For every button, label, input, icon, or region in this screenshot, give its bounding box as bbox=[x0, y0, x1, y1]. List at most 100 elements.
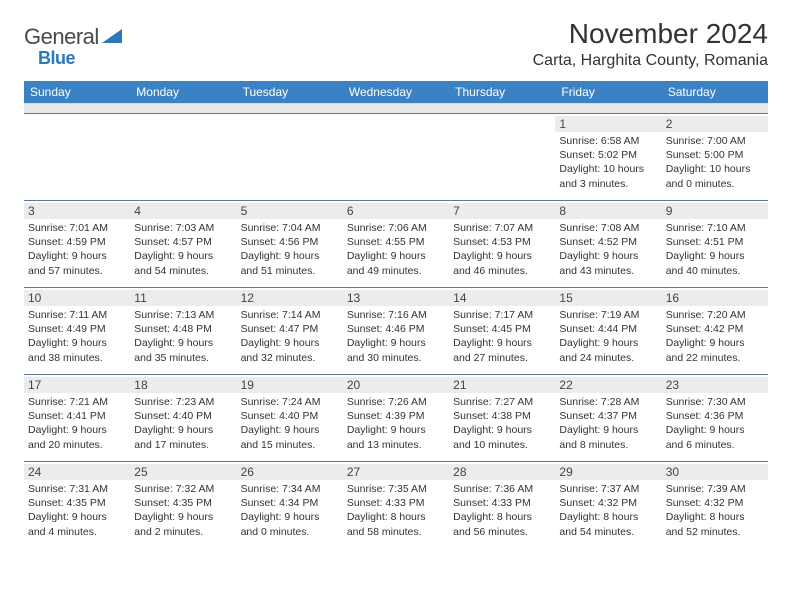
daylight-text: Daylight: 8 hours and 56 minutes. bbox=[453, 510, 551, 538]
sunset-text: Sunset: 4:53 PM bbox=[453, 235, 551, 249]
daylight-text: Daylight: 9 hours and 4 minutes. bbox=[28, 510, 126, 538]
week-row: 24Sunrise: 7:31 AMSunset: 4:35 PMDayligh… bbox=[24, 461, 768, 548]
sunrise-text: Sunrise: 7:32 AM bbox=[134, 482, 232, 496]
daylight-text: Daylight: 10 hours and 3 minutes. bbox=[559, 162, 657, 190]
sunset-text: Sunset: 4:34 PM bbox=[241, 496, 339, 510]
daylight-text: Daylight: 9 hours and 51 minutes. bbox=[241, 249, 339, 277]
day-cell: 21 Sunrise: 7:27 AMSunset: 4:38 PMDayligh… bbox=[449, 375, 555, 461]
logo-triangle-icon bbox=[102, 27, 122, 48]
sunset-text: Sunset: 4:45 PM bbox=[453, 322, 551, 336]
day-cell: 26Sunrise: 7:34 AMSunset: 4:34 PMDayligh… bbox=[237, 462, 343, 548]
day-number: 14 bbox=[449, 290, 555, 306]
day-info: Sunrise: 7:08 AMSunset: 4:52 PMDaylight:… bbox=[559, 221, 657, 278]
day-cell: 6Sunrise: 7:06 AMSunset: 4:55 PMDaylight… bbox=[343, 201, 449, 287]
day-info: Sunrise: 7:21 AMSunset: 4:41 PMDaylight:… bbox=[28, 395, 126, 452]
day-cell: 30 Sunrise: 7:39 AMSunset: 4:32 PMDayligh… bbox=[662, 462, 768, 548]
day-info: Sunrise: 7:01 AMSunset: 4:59 PMDaylight:… bbox=[28, 221, 126, 278]
daylight-text: Daylight: 9 hours and 8 minutes. bbox=[559, 423, 657, 451]
logo-text-gray: General bbox=[24, 24, 99, 50]
day-cell: 7Sunrise: 7:07 AMSunset: 4:53 PMDaylight… bbox=[449, 201, 555, 287]
daylight-text: Daylight: 10 hours and 0 minutes. bbox=[666, 162, 764, 190]
day-number: 29 bbox=[555, 464, 661, 480]
day-number: 20 bbox=[343, 377, 449, 393]
sunrise-text: Sunrise: 7:26 AM bbox=[347, 395, 445, 409]
day-cell: 25 Sunrise: 7:32 AMSunset: 4:35 PMDayligh… bbox=[130, 462, 236, 548]
sunrise-text: Sunrise: 7:16 AM bbox=[347, 308, 445, 322]
daylight-text: Daylight: 9 hours and 13 minutes. bbox=[347, 423, 445, 451]
day-cell: 11Sunrise: 7:13 AMSunset: 4:48 PMDayligh… bbox=[130, 288, 236, 374]
day-number: 23 bbox=[662, 377, 768, 393]
day-info: Sunrise: 7:35 AMSunset: 4:33 PMDaylight:… bbox=[347, 482, 445, 539]
day-number: 9 bbox=[662, 203, 768, 219]
daylight-text: Daylight: 9 hours and 27 minutes. bbox=[453, 336, 551, 364]
title-block: November 2024 Carta, Harghita County, Ro… bbox=[533, 18, 768, 70]
sunrise-text: Sunrise: 7:21 AM bbox=[28, 395, 126, 409]
daylight-text: Daylight: 9 hours and 32 minutes. bbox=[241, 336, 339, 364]
day-number: 30 bbox=[662, 464, 768, 480]
daylight-text: Daylight: 9 hours and 54 minutes. bbox=[134, 249, 232, 277]
day-info: Sunrise: 7:19 AMSunset: 4:44 PMDaylight:… bbox=[559, 308, 657, 365]
sunset-text: Sunset: 4:57 PM bbox=[134, 235, 232, 249]
sunrise-text: Sunrise: 7:07 AM bbox=[453, 221, 551, 235]
day-number: 13 bbox=[343, 290, 449, 306]
day-info: Sunrise: 7:36 AMSunset: 4:33 PMDaylight:… bbox=[453, 482, 551, 539]
day-info: Sunrise: 7:26 AMSunset: 4:39 PMDaylight:… bbox=[347, 395, 445, 452]
day-number: 10 bbox=[24, 290, 130, 306]
day-cell: . bbox=[449, 114, 555, 200]
day-info: Sunrise: 7:34 AMSunset: 4:34 PMDaylight:… bbox=[241, 482, 339, 539]
sunrise-text: Sunrise: 7:17 AM bbox=[453, 308, 551, 322]
sunset-text: Sunset: 4:51 PM bbox=[666, 235, 764, 249]
sunrise-text: Sunrise: 7:31 AM bbox=[28, 482, 126, 496]
sunset-text: Sunset: 4:46 PM bbox=[347, 322, 445, 336]
day-cell: 1Sunrise: 6:58 AMSunset: 5:02 PMDaylight… bbox=[555, 114, 661, 200]
week-row: 10Sunrise: 7:11 AMSunset: 4:49 PMDayligh… bbox=[24, 287, 768, 374]
day-cell: 10Sunrise: 7:11 AMSunset: 4:49 PMDayligh… bbox=[24, 288, 130, 374]
day-cell: 2Sunrise: 7:00 AMSunset: 5:00 PMDaylight… bbox=[662, 114, 768, 200]
sunset-text: Sunset: 4:33 PM bbox=[347, 496, 445, 510]
weekday-header: Saturday bbox=[662, 81, 768, 103]
sunset-text: Sunset: 4:41 PM bbox=[28, 409, 126, 423]
weekday-header: Thursday bbox=[449, 81, 555, 103]
day-info: Sunrise: 7:32 AMSunset: 4:35 PMDaylight:… bbox=[134, 482, 232, 539]
day-cell: 20 Sunrise: 7:26 AMSunset: 4:39 PMDayligh… bbox=[343, 375, 449, 461]
sunset-text: Sunset: 4:33 PM bbox=[453, 496, 551, 510]
sunset-text: Sunset: 4:56 PM bbox=[241, 235, 339, 249]
day-number: 18 bbox=[130, 377, 236, 393]
day-cell: 29 Sunrise: 7:37 AMSunset: 4:32 PMDayligh… bbox=[555, 462, 661, 548]
weekday-header-row: Sunday Monday Tuesday Wednesday Thursday… bbox=[24, 81, 768, 103]
daylight-text: Daylight: 9 hours and 43 minutes. bbox=[559, 249, 657, 277]
day-info: Sunrise: 7:37 AMSunset: 4:32 PMDaylight:… bbox=[559, 482, 657, 539]
day-info: Sunrise: 7:20 AMSunset: 4:42 PMDaylight:… bbox=[666, 308, 764, 365]
day-info: Sunrise: 6:58 AMSunset: 5:02 PMDaylight:… bbox=[559, 134, 657, 191]
day-info: Sunrise: 7:27 AMSunset: 4:38 PMDaylight:… bbox=[453, 395, 551, 452]
sunset-text: Sunset: 4:39 PM bbox=[347, 409, 445, 423]
sunset-text: Sunset: 4:32 PM bbox=[666, 496, 764, 510]
day-number: 27 bbox=[343, 464, 449, 480]
week-row: 3Sunrise: 7:01 AMSunset: 4:59 PMDaylight… bbox=[24, 200, 768, 287]
daylight-text: Daylight: 9 hours and 57 minutes. bbox=[28, 249, 126, 277]
day-info: Sunrise: 7:24 AMSunset: 4:40 PMDaylight:… bbox=[241, 395, 339, 452]
day-number: 25 bbox=[130, 464, 236, 480]
day-number: 8 bbox=[555, 203, 661, 219]
sunrise-text: Sunrise: 7:37 AM bbox=[559, 482, 657, 496]
day-info: Sunrise: 7:39 AMSunset: 4:32 PMDaylight:… bbox=[666, 482, 764, 539]
daylight-text: Daylight: 9 hours and 2 minutes. bbox=[134, 510, 232, 538]
daylight-text: Daylight: 9 hours and 35 minutes. bbox=[134, 336, 232, 364]
daylight-text: Daylight: 8 hours and 58 minutes. bbox=[347, 510, 445, 538]
sunset-text: Sunset: 4:35 PM bbox=[134, 496, 232, 510]
sunrise-text: Sunrise: 7:23 AM bbox=[134, 395, 232, 409]
day-number: 21 bbox=[449, 377, 555, 393]
day-cell: . bbox=[343, 114, 449, 200]
day-cell: 13Sunrise: 7:16 AMSunset: 4:46 PMDayligh… bbox=[343, 288, 449, 374]
sunrise-text: Sunrise: 6:58 AM bbox=[559, 134, 657, 148]
sunrise-text: Sunrise: 7:13 AM bbox=[134, 308, 232, 322]
day-info: Sunrise: 7:14 AMSunset: 4:47 PMDaylight:… bbox=[241, 308, 339, 365]
week-row: 17Sunrise: 7:21 AMSunset: 4:41 PMDayligh… bbox=[24, 374, 768, 461]
day-cell: . bbox=[130, 114, 236, 200]
day-number: 19 bbox=[237, 377, 343, 393]
day-info: Sunrise: 7:13 AMSunset: 4:48 PMDaylight:… bbox=[134, 308, 232, 365]
weekday-header: Sunday bbox=[24, 81, 130, 103]
sunrise-text: Sunrise: 7:19 AM bbox=[559, 308, 657, 322]
location: Carta, Harghita County, Romania bbox=[533, 52, 768, 70]
calendar: Sunday Monday Tuesday Wednesday Thursday… bbox=[24, 81, 768, 548]
